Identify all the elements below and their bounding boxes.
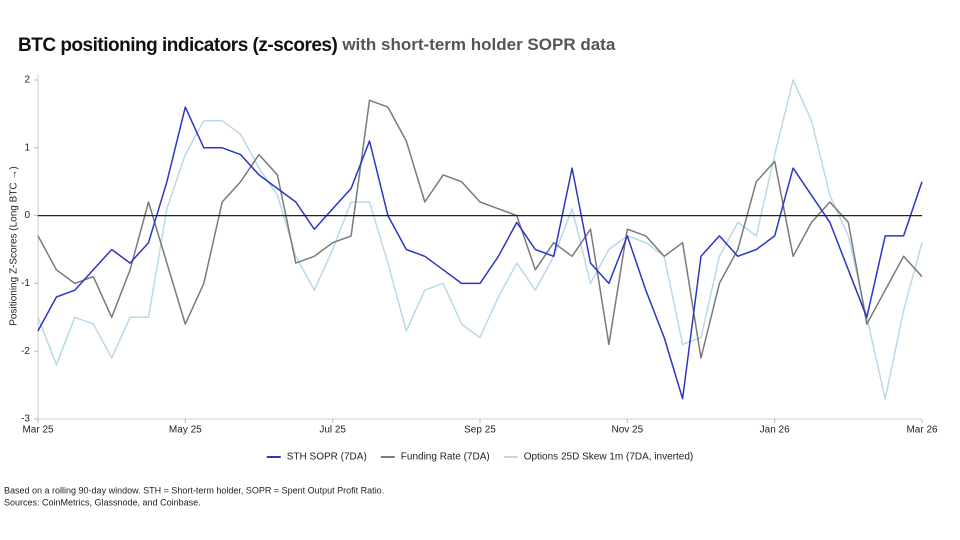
series-line: [37, 106, 923, 400]
y-tick-label: 2: [24, 75, 30, 86]
x-tick-label: Sep 25: [464, 425, 496, 436]
chart-heading: BTC positioning indicators (z-scores) wit…: [18, 35, 616, 56]
y-axis-label: Positioning Z-Scores (Long BTC →): [9, 166, 20, 326]
y-tick-label: -1: [21, 278, 30, 289]
x-tick-label: Nov 25: [611, 425, 643, 436]
chart-title: BTC positioning indicators (z-scores): [18, 35, 337, 56]
y-tick-label: -3: [21, 414, 30, 425]
legend-label: Options 25D Skew 1m (7DA, inverted): [524, 452, 694, 463]
series-line: [37, 99, 923, 359]
x-tick-label: May 25: [169, 425, 202, 436]
chart-subtitle: with short-term holder SOPR data: [341, 35, 616, 54]
y-tick-label: -2: [21, 346, 30, 357]
legend-label: STH SOPR (7DA): [287, 452, 367, 463]
x-tick-label: Jan 26: [760, 425, 790, 436]
footnote: Sources: CoinMetrics, Glassnode, and Coi…: [4, 497, 201, 507]
y-tick-label: 0: [24, 210, 30, 221]
x-tick-label: Jul 25: [319, 425, 346, 436]
legend-label: Funding Rate (7DA): [401, 452, 490, 463]
series-line: [37, 79, 923, 400]
y-tick-label: 1: [24, 142, 30, 153]
x-tick-label: Mar 25: [22, 425, 54, 436]
x-tick-label: Mar 26: [906, 425, 938, 436]
footnote: Based on a rolling 90-day window. STH = …: [4, 485, 384, 495]
